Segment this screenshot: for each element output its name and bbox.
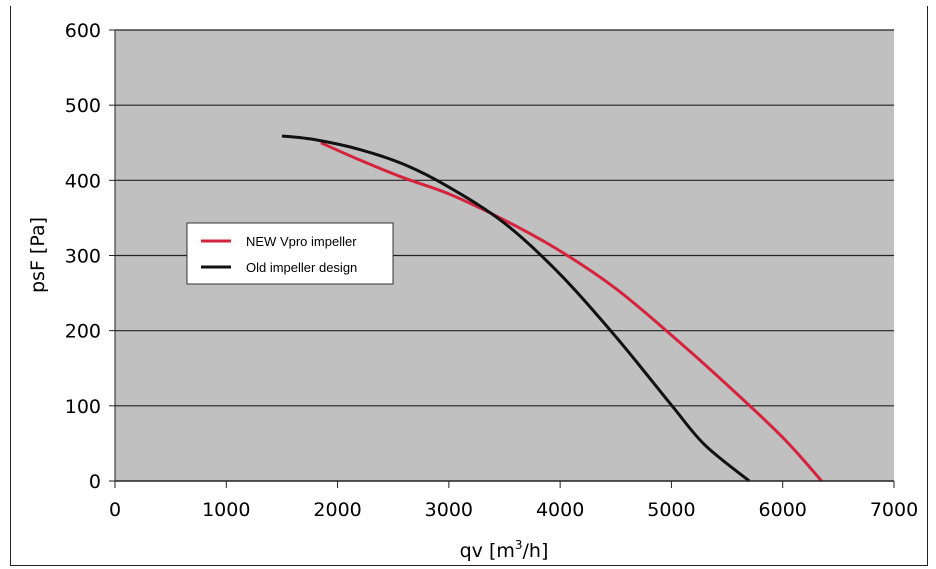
x-axis-title: qv [m3/h] (460, 538, 549, 562)
x-tick-label: 2000 (313, 499, 361, 521)
y-tick-label: 400 (65, 170, 101, 192)
x-tick-label: 6000 (759, 499, 807, 521)
x-tick-label: 4000 (536, 499, 584, 521)
x-tick-label: 3000 (425, 499, 473, 521)
series-line-new-vpro (320, 141, 823, 482)
legend-box (186, 222, 394, 285)
x-tick-label: 5000 (647, 499, 695, 521)
x-tick-label: 7000 (870, 499, 918, 521)
y-tick-label: 200 (65, 321, 101, 343)
y-tick-label: 0 (89, 471, 101, 493)
legend: NEW Vpro impeller Old impeller design (186, 222, 394, 285)
series-lines (281, 134, 823, 483)
y-tick-label: 600 (65, 20, 101, 42)
x-tick-label: 1000 (202, 499, 250, 521)
legend-label-old-design: Old impeller design (246, 260, 357, 275)
legend-label-new-vpro: NEW Vpro impeller (246, 234, 357, 249)
x-tick-label: 0 (109, 499, 121, 521)
y-axis-title: psF [Pa] (27, 217, 49, 293)
y-tick-label: 300 (65, 246, 101, 268)
y-tick-label: 100 (65, 396, 101, 418)
chart-frame (10, 6, 928, 566)
series-line-old-design (281, 134, 751, 483)
y-tick-label: 500 (65, 95, 101, 117)
